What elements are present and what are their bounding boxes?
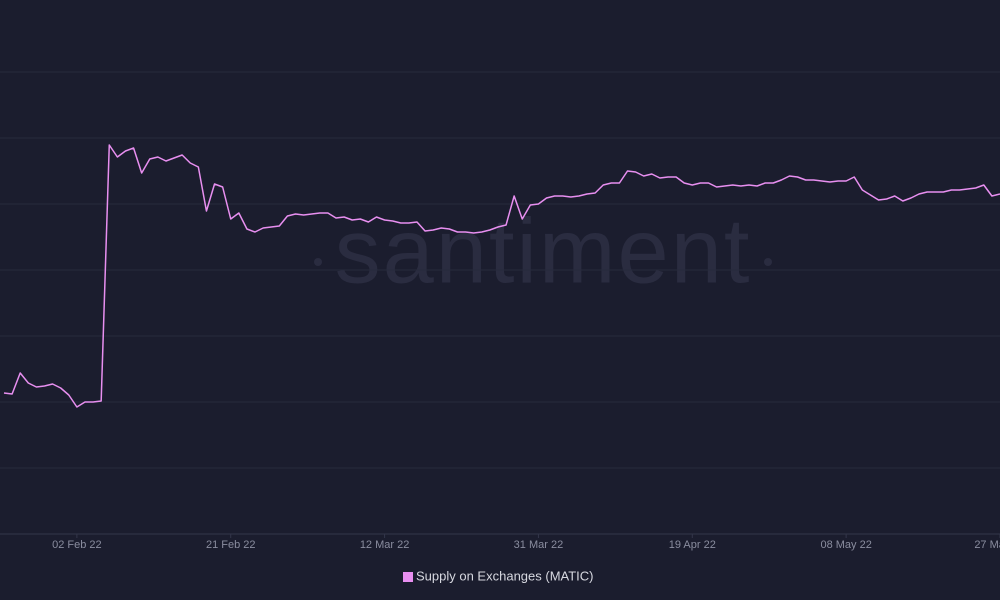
x-tick-label: 27 May 22 bbox=[974, 539, 1000, 551]
legend-label: Supply on Exchanges (MATIC) bbox=[416, 568, 594, 583]
x-tick-label: 08 May 22 bbox=[820, 539, 871, 551]
x-tick-label: 19 Apr 22 bbox=[669, 539, 716, 551]
watermark: santiment bbox=[335, 200, 752, 302]
watermark-dot bbox=[764, 258, 772, 266]
x-tick-label: 21 Feb 22 bbox=[206, 539, 256, 551]
x-tick-label: 31 Mar 22 bbox=[514, 539, 564, 551]
x-tick-label: 12 Mar 22 bbox=[360, 539, 410, 551]
legend-swatch bbox=[403, 572, 413, 582]
watermark-dot bbox=[314, 258, 322, 266]
series-line bbox=[3, 144, 1000, 408]
x-tick-label: 02 Feb 22 bbox=[52, 539, 102, 551]
